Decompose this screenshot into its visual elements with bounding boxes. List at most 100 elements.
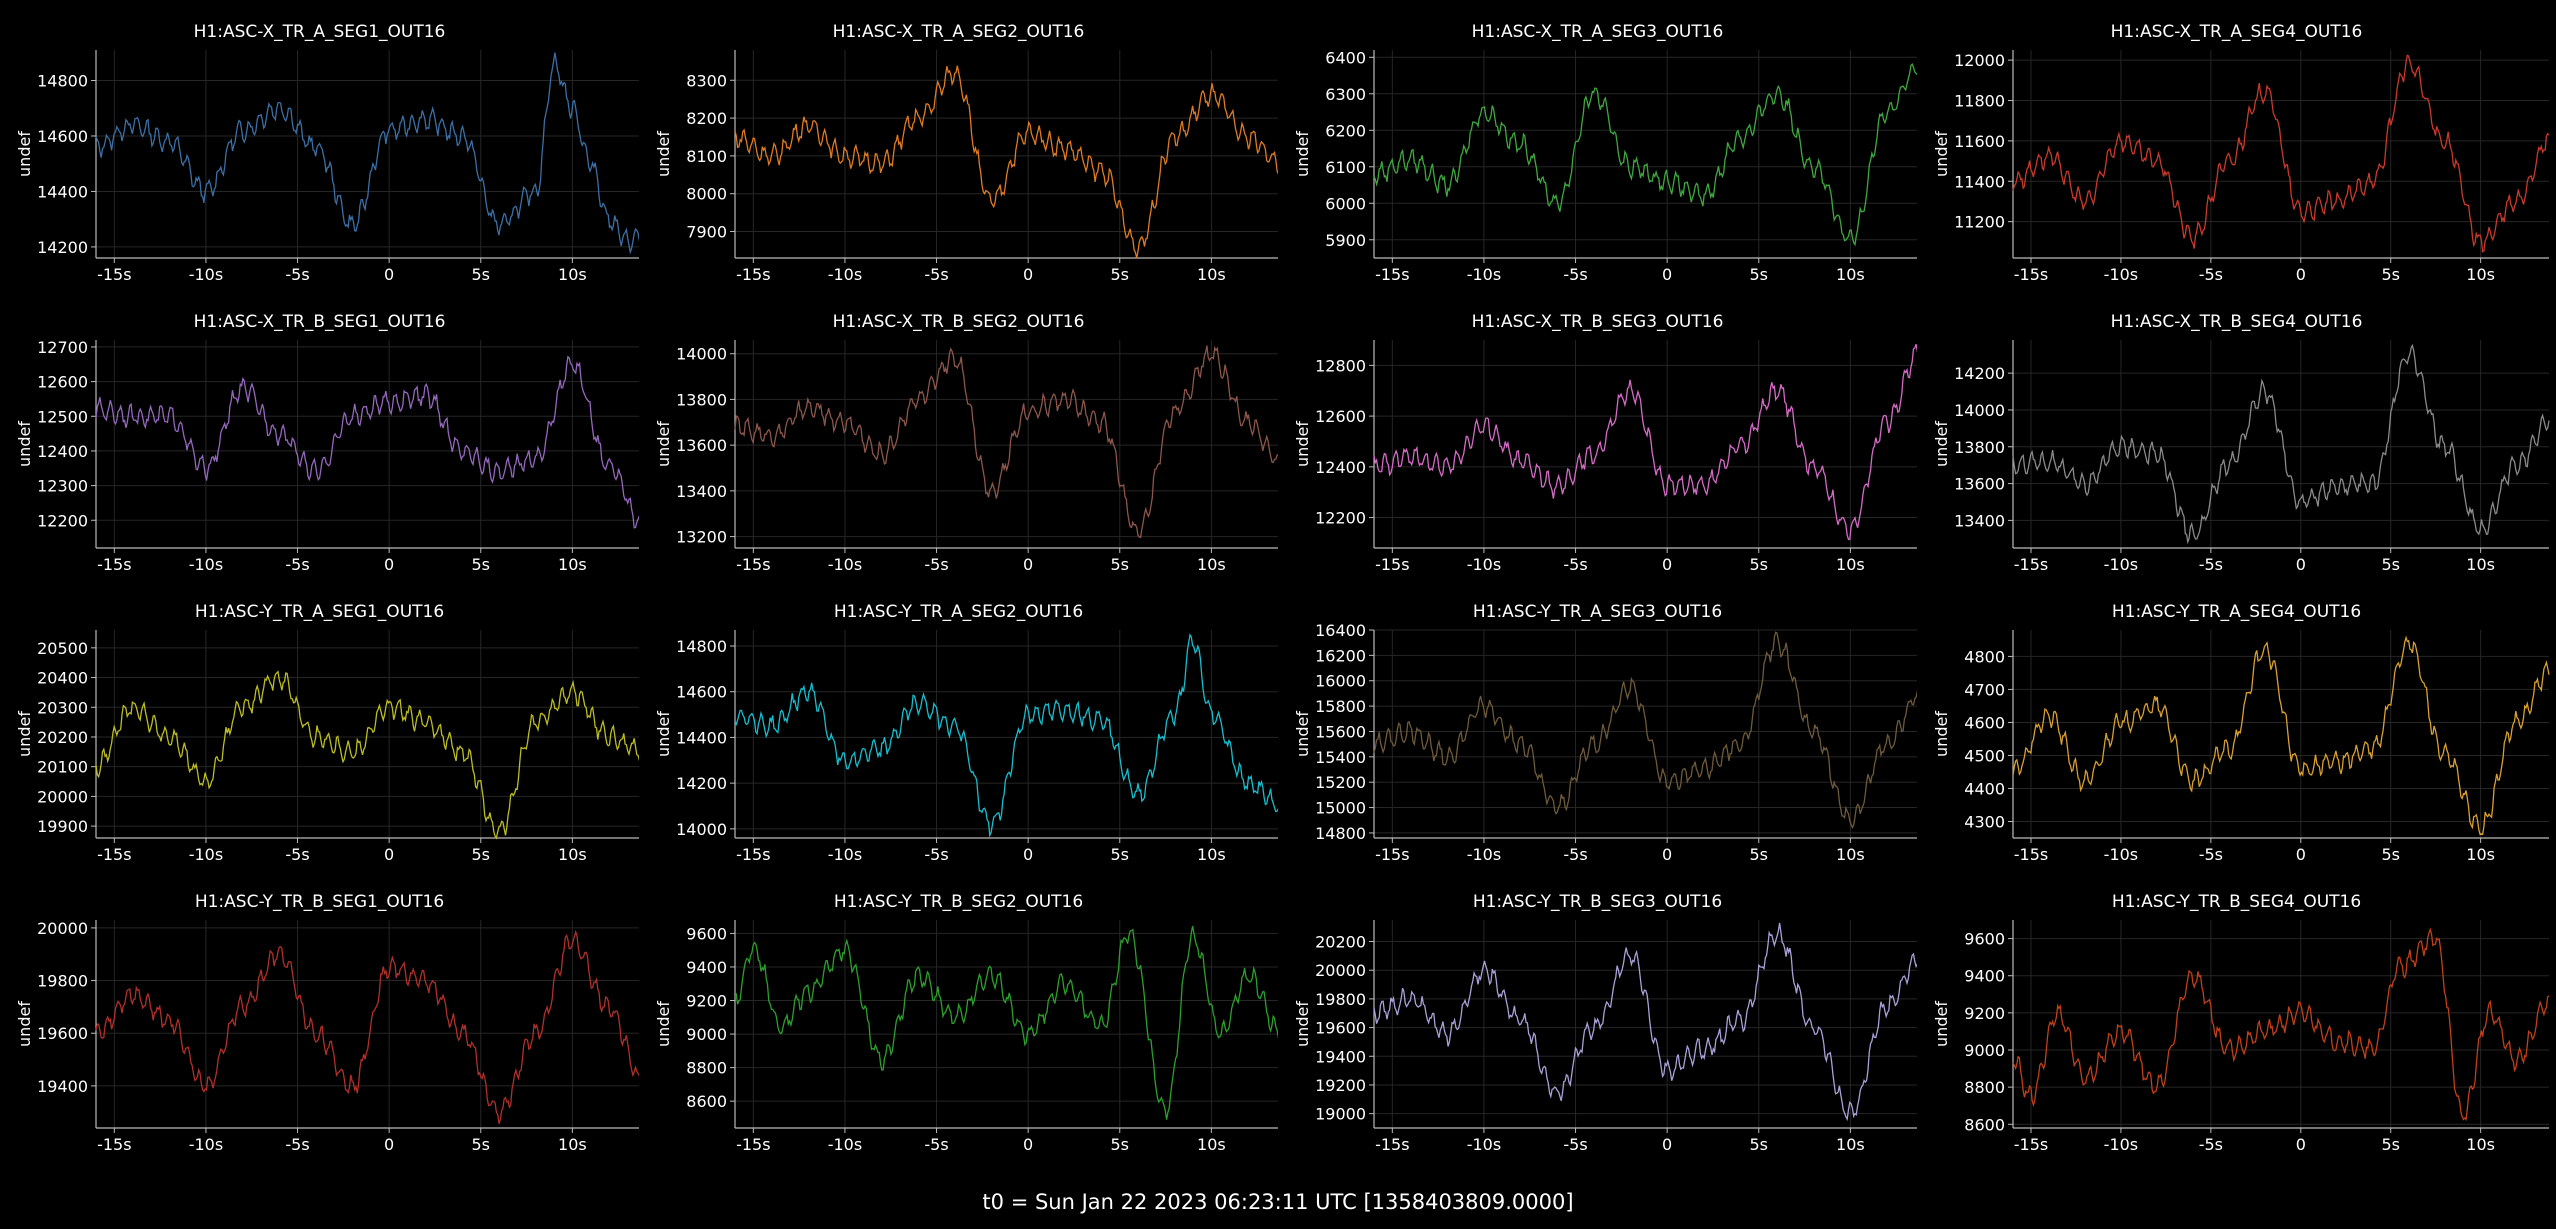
y-tick-label: 14000 xyxy=(676,820,727,839)
x-tick-label: -5s xyxy=(924,845,948,864)
y-tick-label: 6000 xyxy=(1325,194,1366,213)
x-tick-label: -15s xyxy=(1375,845,1409,864)
x-tick-label: 0 xyxy=(384,555,394,574)
gps-time-footer: t0 = Sun Jan 22 2023 06:23:11 UTC [13584… xyxy=(982,1190,1574,1214)
y-tick-label: 4300 xyxy=(1964,812,2005,831)
y-axis-label: undef xyxy=(654,711,673,757)
y-tick-label: 12600 xyxy=(1315,407,1366,426)
chart-svg: 12200 12300 12400 12500 12600 12700 -15s -10s -5… xyxy=(15,338,639,574)
series-line xyxy=(95,929,639,1124)
series-line xyxy=(2012,54,2550,253)
chart-panel: H1:ASC-Y_TR_B_SEG3_OUT16 19000 19200 19400 1… xyxy=(1278,870,1917,1160)
y-axis-label: undef xyxy=(1932,421,1951,467)
x-tick-label: 10s xyxy=(2466,1135,2495,1154)
y-axis-label: undef xyxy=(1293,711,1312,757)
x-tick-label: -10s xyxy=(2104,555,2138,574)
y-tick-label: 19200 xyxy=(1315,1076,1366,1095)
y-tick-label: 14400 xyxy=(37,182,88,201)
series-line xyxy=(2012,343,2550,545)
x-tick-label: -10s xyxy=(828,845,862,864)
y-tick-label: 8100 xyxy=(686,147,727,166)
x-tick-label: -15s xyxy=(97,845,131,864)
y-tick-label: 9600 xyxy=(686,924,727,943)
chart-svg: 11200 11400 11600 11800 12000 -15s -10s -5s 0 5s 1… xyxy=(1932,50,2550,284)
chart-title: H1:ASC-Y_TR_B_SEG4_OUT16 xyxy=(2111,892,2362,912)
x-tick-label: 5s xyxy=(2381,555,2400,574)
x-tick-label: 10s xyxy=(1197,555,1226,574)
series-line xyxy=(95,52,639,255)
series-line xyxy=(2012,635,2550,836)
y-tick-label: 15800 xyxy=(1315,697,1366,716)
x-tick-label: 10s xyxy=(1836,265,1865,284)
x-tick-label: -10s xyxy=(828,555,862,574)
x-tick-label: 0 xyxy=(1023,555,1033,574)
chart-svg: 12200 12400 12600 12800 -15s -10s -5s 0 5s 10s und… xyxy=(1293,340,1917,574)
y-tick-label: 6400 xyxy=(1325,48,1366,67)
x-tick-label: -5s xyxy=(924,265,948,284)
y-tick-label: 9000 xyxy=(1964,1041,2005,1060)
x-tick-label: -10s xyxy=(1467,265,1501,284)
x-tick-label: -5s xyxy=(1563,845,1587,864)
y-tick-label: 19800 xyxy=(37,972,88,991)
x-tick-label: 10s xyxy=(2466,555,2495,574)
y-tick-label: 20000 xyxy=(1315,961,1366,980)
x-tick-label: 10s xyxy=(1836,1135,1865,1154)
x-tick-label: -15s xyxy=(2014,1135,2048,1154)
chart-svg: 13400 13600 13800 14000 14200 -15s -10s -5s 0 5s 1… xyxy=(1932,340,2550,574)
y-tick-label: 12200 xyxy=(37,511,88,530)
chart-panel: H1:ASC-Y_TR_B_SEG4_OUT16 8600 8800 9000 9200… xyxy=(1917,870,2556,1160)
y-tick-label: 20500 xyxy=(37,639,88,658)
chart-panel: H1:ASC-X_TR_B_SEG4_OUT16 13400 13600 13800 1… xyxy=(1917,290,2556,580)
x-tick-label: 0 xyxy=(1662,555,1672,574)
y-tick-label: 6300 xyxy=(1325,85,1366,104)
x-tick-label: 5s xyxy=(1750,1135,1769,1154)
x-tick-label: -15s xyxy=(1375,555,1409,574)
series-line xyxy=(2012,927,2550,1122)
x-tick-label: 5s xyxy=(1750,555,1769,574)
x-tick-label: 5s xyxy=(1111,1135,1130,1154)
y-tick-label: 16000 xyxy=(1315,672,1366,691)
x-tick-label: 0 xyxy=(1023,845,1033,864)
x-tick-label: -10s xyxy=(189,555,223,574)
x-tick-label: 5s xyxy=(472,555,491,574)
x-tick-label: 0 xyxy=(1023,1135,1033,1154)
x-tick-label: 5s xyxy=(472,265,491,284)
y-tick-label: 4800 xyxy=(1964,647,2005,666)
x-tick-label: 0 xyxy=(1662,845,1672,864)
x-tick-label: 10s xyxy=(558,555,587,574)
y-axis-label: undef xyxy=(1932,711,1951,757)
y-tick-label: 13600 xyxy=(1954,475,2005,494)
y-tick-label: 19600 xyxy=(37,1024,88,1043)
x-tick-label: -10s xyxy=(2104,265,2138,284)
x-tick-label: -10s xyxy=(189,265,223,284)
chart-panel: H1:ASC-X_TR_B_SEG2_OUT16 13200 13400 13600 1… xyxy=(639,290,1278,580)
x-tick-label: 10s xyxy=(558,1135,587,1154)
y-axis-label: undef xyxy=(1293,131,1312,177)
chart-title: H1:ASC-Y_TR_B_SEG2_OUT16 xyxy=(833,892,1084,912)
chart-panel: H1:ASC-Y_TR_A_SEG4_OUT16 4300 4400 4500 4600… xyxy=(1917,580,2556,870)
y-tick-label: 13200 xyxy=(676,528,727,547)
y-tick-label: 11600 xyxy=(1954,132,2005,151)
y-axis-label: undef xyxy=(1293,421,1312,467)
chart-title: H1:ASC-Y_TR_A_SEG1_OUT16 xyxy=(194,602,445,622)
x-tick-label: -15s xyxy=(2014,265,2048,284)
chart-panel: H1:ASC-Y_TR_A_SEG3_OUT16 14800 15000 15200 1… xyxy=(1278,580,1917,870)
x-tick-label: -15s xyxy=(736,1135,770,1154)
x-tick-label: -15s xyxy=(736,845,770,864)
y-tick-label: 14400 xyxy=(676,728,727,747)
chart-panel: H1:ASC-Y_TR_B_SEG1_OUT16 19400 19600 19800 2… xyxy=(0,870,639,1160)
chart-title: H1:ASC-Y_TR_A_SEG3_OUT16 xyxy=(1472,602,1723,622)
chart-title: H1:ASC-X_TR_A_SEG4_OUT16 xyxy=(2110,22,2363,42)
chart-svg: 5900 6000 6100 6200 6300 6400 -15s -10s -5s 0 5s 10… xyxy=(1293,48,1917,284)
x-tick-label: 0 xyxy=(2296,265,2306,284)
series-line xyxy=(734,345,1278,539)
y-tick-label: 19000 xyxy=(1315,1105,1366,1124)
chart-panel: H1:ASC-X_TR_A_SEG1_OUT16 14200 14400 14600 1… xyxy=(0,0,639,290)
y-tick-label: 8600 xyxy=(686,1092,727,1111)
chart-svg: 19900 20000 20100 20200 20300 20400 20500 -15s -… xyxy=(15,630,639,864)
x-tick-label: 5s xyxy=(1750,845,1769,864)
y-tick-label: 4600 xyxy=(1964,713,2005,732)
x-tick-label: -15s xyxy=(1375,1135,1409,1154)
x-tick-label: -15s xyxy=(97,555,131,574)
chart-svg: 14000 14200 14400 14600 14800 -15s -10s -5s 0 5s 1… xyxy=(654,630,1278,864)
